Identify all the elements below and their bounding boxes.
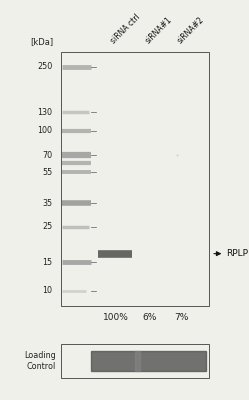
Text: [kDa]: [kDa]	[31, 37, 54, 46]
Text: siRNA ctrl: siRNA ctrl	[110, 12, 142, 46]
Text: 10: 10	[43, 286, 53, 295]
Bar	[91, 352, 206, 370]
Text: RPLP1: RPLP1	[226, 249, 249, 258]
Text: 7%: 7%	[175, 312, 189, 322]
Text: siRNA#1: siRNA#1	[143, 16, 174, 46]
Text: 250: 250	[37, 62, 53, 72]
Text: 100: 100	[37, 126, 53, 135]
Text: 6%: 6%	[142, 312, 156, 322]
Text: 70: 70	[42, 151, 53, 160]
Text: 25: 25	[42, 222, 53, 231]
Text: 35: 35	[42, 199, 53, 208]
Bar	[135, 352, 139, 370]
Text: 15: 15	[42, 258, 53, 267]
Text: siRNA#2: siRNA#2	[176, 16, 206, 46]
Text: 100%: 100%	[103, 312, 129, 322]
Text: 130: 130	[37, 108, 53, 117]
Text: Loading
Control: Loading Control	[24, 351, 56, 371]
Text: 55: 55	[42, 168, 53, 177]
